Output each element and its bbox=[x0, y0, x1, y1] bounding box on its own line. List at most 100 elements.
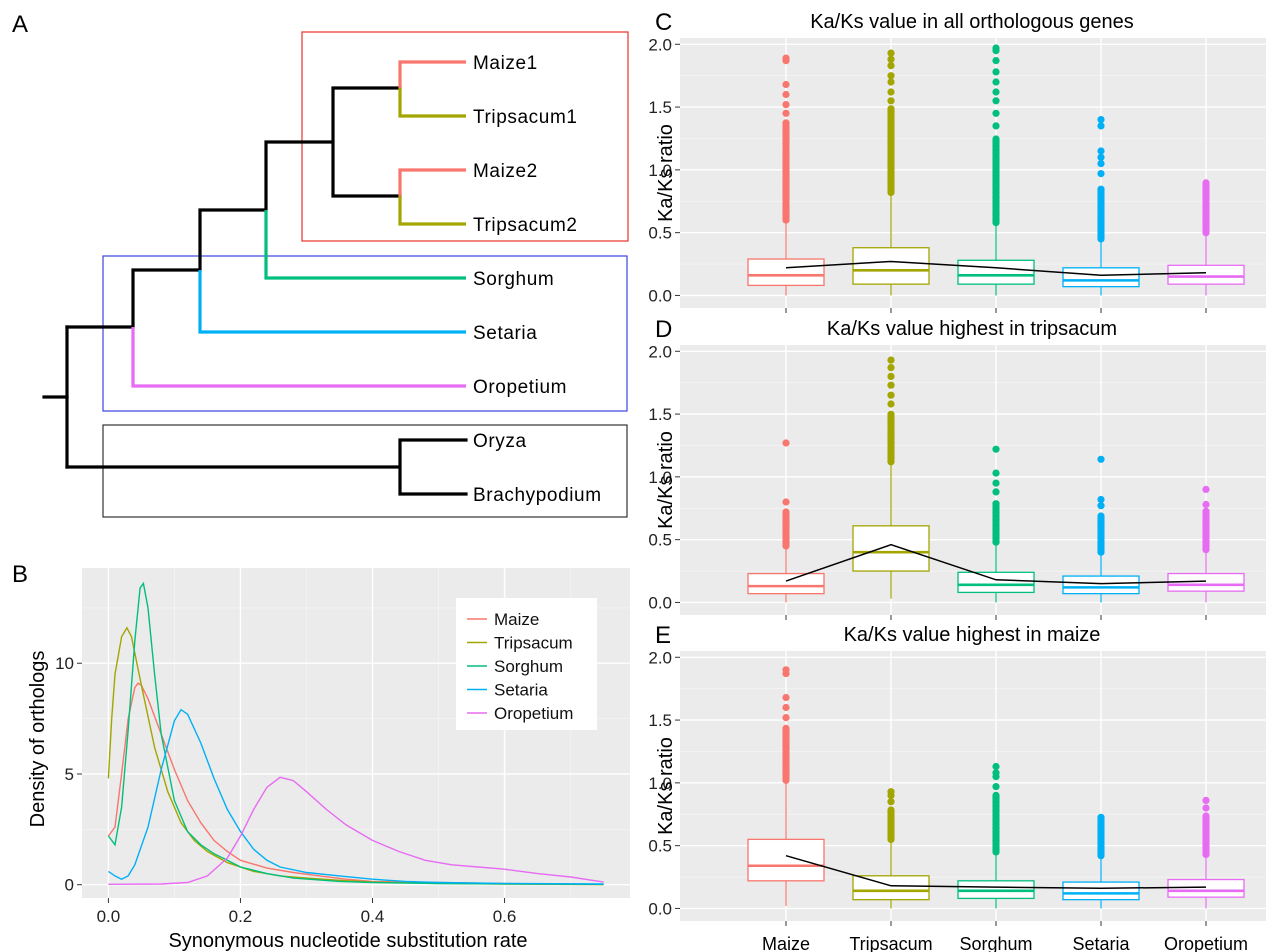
outlier-tripsacum bbox=[887, 806, 895, 814]
outlier-oropetium bbox=[1202, 804, 1210, 812]
outlier-tripsacum bbox=[887, 72, 895, 80]
x-tick-label-setaria: Setaria bbox=[1072, 934, 1130, 952]
outlier-maize bbox=[782, 90, 790, 99]
outlier-sorghum bbox=[992, 78, 1000, 86]
outlier-sorghum bbox=[992, 762, 1000, 771]
outlier-sorghum bbox=[992, 479, 1000, 487]
outlier-sorghum bbox=[992, 135, 1000, 143]
outlier-tripsacum bbox=[887, 364, 895, 372]
outlier-sorghum bbox=[992, 500, 1000, 508]
y-tick-label: 0.0 bbox=[648, 286, 672, 305]
outlier-maize bbox=[782, 439, 790, 447]
clade-box-maize-tripsacum bbox=[301, 31, 629, 242]
outlier-sorghum bbox=[992, 57, 1000, 65]
outlier-sorghum bbox=[992, 445, 1000, 453]
outlier-oropetium bbox=[1202, 796, 1210, 805]
outlier-tripsacum bbox=[887, 400, 895, 408]
outlier-tripsacum bbox=[887, 372, 895, 380]
outlier-sorghum bbox=[992, 469, 1000, 477]
x-tick-label: 0.2 bbox=[229, 907, 253, 926]
density-line-setaria bbox=[108, 708, 604, 885]
outlier-setaria bbox=[1097, 185, 1105, 193]
x-tick-label: 0.4 bbox=[361, 907, 385, 926]
box-oropetium bbox=[1167, 264, 1245, 285]
outlier-oropetium bbox=[1202, 500, 1210, 509]
box-maize bbox=[747, 258, 825, 287]
tree-leaf-maize2: Maize2 bbox=[473, 161, 538, 182]
tree-leaf-setaria: Setaria bbox=[473, 323, 537, 344]
tree-leaf-maize1: Maize1 bbox=[473, 53, 538, 74]
y-tick-label: 1.0 bbox=[648, 161, 672, 180]
density-chart: 0.0 0.2 0.4 0.6 0 5 10 Synonymous nucleotide su… bbox=[27, 568, 630, 952]
outlier-setaria bbox=[1097, 455, 1105, 463]
panel-label-d: D bbox=[655, 316, 672, 343]
outlier-tripsacum bbox=[887, 410, 895, 418]
outlier-sorghum bbox=[992, 109, 1000, 117]
tree-branch-tripsacum1 bbox=[398, 88, 466, 118]
outlier-maize bbox=[782, 119, 790, 127]
y-tick-label: 2.0 bbox=[648, 648, 672, 667]
outlier-tripsacum bbox=[887, 49, 895, 57]
outlier-tripsacum bbox=[887, 88, 895, 96]
legend-label-sorghum: Sorghum bbox=[494, 657, 563, 676]
y-axis-label: Ka/Ks ratio bbox=[655, 124, 677, 222]
outlier-maize bbox=[782, 109, 790, 117]
y-tick-label: 0.5 bbox=[648, 837, 672, 856]
y-tick-label: 1.0 bbox=[648, 468, 672, 487]
outlier-setaria bbox=[1097, 147, 1105, 155]
outlier-tripsacum bbox=[887, 105, 895, 113]
outlier-maize bbox=[782, 724, 790, 733]
legend-label-oropetium: Oropetium bbox=[494, 704, 573, 723]
boxplot-highest-tripsacum: 0.0 0.5 1.0 1.5 2.0 Ka/Ks value highest in tr… bbox=[648, 318, 1266, 620]
tree-leaf-oropetium: Oropetium bbox=[473, 377, 567, 398]
chart-title: Ka/Ks value in all orthologous genes bbox=[810, 11, 1134, 33]
outlier-setaria bbox=[1097, 495, 1105, 504]
outlier-setaria bbox=[1097, 160, 1105, 168]
outlier-setaria bbox=[1097, 813, 1105, 821]
tree-leaf-sorghum: Sorghum bbox=[473, 269, 554, 290]
panel-label-e: E bbox=[655, 622, 671, 649]
x-tick-label: 0.6 bbox=[493, 907, 517, 926]
outlier-sorghum bbox=[992, 791, 1000, 800]
outlier-tripsacum bbox=[887, 788, 895, 796]
outlier-maize bbox=[782, 54, 790, 62]
tree-branch-tripsacum2 bbox=[398, 196, 466, 226]
panel-label-c: C bbox=[655, 9, 672, 36]
tree-branch-sorghum bbox=[264, 210, 466, 280]
box-tripsacum bbox=[852, 875, 930, 901]
box-sorghum bbox=[957, 259, 1035, 285]
box-setaria bbox=[1062, 881, 1140, 901]
tree-branch-setaria bbox=[198, 270, 466, 334]
x-tick-label-maize: Maize bbox=[762, 934, 810, 952]
outlier-tripsacum bbox=[887, 798, 895, 806]
phylogenetic-tree: Maize1 Tripsacum1 Maize2 Tripsacum2 Sorg… bbox=[42, 31, 629, 518]
tree-leaf-brachypodium: Brachypodium bbox=[473, 485, 602, 506]
tree-branch-oropetium bbox=[131, 327, 466, 388]
outlier-maize bbox=[782, 693, 790, 702]
y-tick-label: 1.5 bbox=[648, 98, 672, 117]
outlier-oropetium bbox=[1202, 179, 1210, 187]
x-tick-label-oropetium: Oropetium bbox=[1164, 934, 1248, 952]
y-tick-label: 1.5 bbox=[648, 711, 672, 730]
outlier-sorghum bbox=[992, 488, 1000, 496]
tree-leaf-tripsacum1: Tripsacum1 bbox=[473, 107, 578, 128]
outlier-sorghum bbox=[992, 122, 1000, 130]
tree-branch-maize2 bbox=[398, 168, 466, 196]
y-axis-label: Density of orthologs bbox=[27, 651, 49, 828]
outlier-setaria bbox=[1097, 153, 1105, 161]
outlier-maize bbox=[782, 714, 790, 722]
box-tripsacum bbox=[852, 247, 930, 285]
x-tick-label: 0.0 bbox=[97, 907, 121, 926]
chart-title: Ka/Ks value highest in maize bbox=[844, 624, 1101, 646]
y-tick-label: 10 bbox=[55, 654, 74, 673]
outlier-setaria bbox=[1097, 122, 1105, 130]
outlier-oropetium bbox=[1202, 507, 1210, 515]
outlier-oropetium bbox=[1202, 485, 1210, 493]
clade-box-panicoideae bbox=[102, 255, 628, 412]
x-axis-label: Synonymous nucleotide substitution rate bbox=[168, 930, 527, 952]
tree-branch-outgroup bbox=[65, 438, 468, 496]
panel-label-a: A bbox=[12, 11, 28, 38]
box-maize bbox=[747, 572, 825, 595]
box-sorghum bbox=[957, 571, 1035, 594]
density-line-oropetium bbox=[108, 776, 604, 885]
